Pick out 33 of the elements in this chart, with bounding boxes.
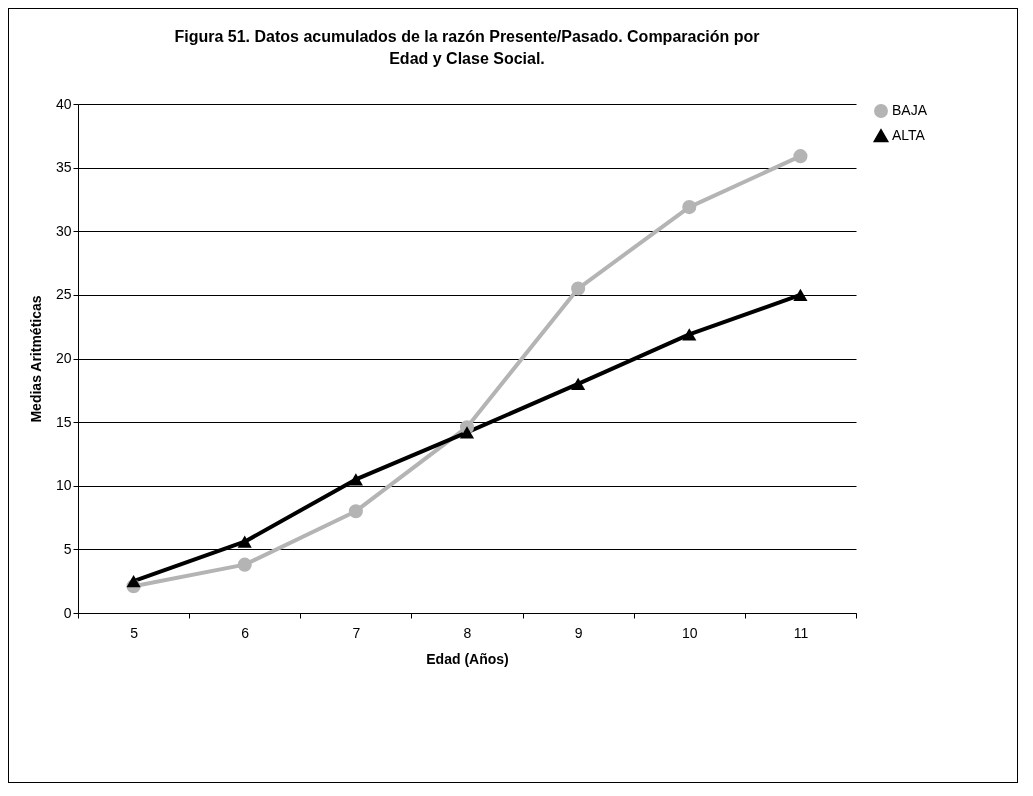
legend-label: BAJA (892, 102, 928, 118)
x-tick-label: 8 (463, 624, 472, 641)
point (793, 288, 808, 301)
y-axis-title: Medias Aritméticas (27, 295, 44, 423)
y-tick-label: 0 (63, 604, 72, 621)
point (348, 473, 363, 486)
point (348, 504, 363, 519)
x-tick-label: 11 (793, 624, 809, 641)
legend-label: ALTA (892, 127, 926, 143)
y-tick-label: 30 (55, 222, 72, 239)
x-tick-label: 6 (241, 624, 250, 641)
x-tick-label: 9 (574, 624, 583, 641)
y-tick-label: 10 (55, 477, 72, 494)
point (459, 426, 475, 439)
y-tick-label: 25 (55, 286, 72, 303)
point (571, 281, 586, 296)
y-tick-label: 35 (55, 159, 72, 176)
y-tick-label: 5 (63, 540, 72, 557)
point (571, 377, 586, 391)
x-axis-title: Edad (Años) (426, 650, 509, 667)
y-tick-label: 20 (55, 350, 72, 366)
point (682, 200, 697, 215)
chart-title: Figura 51. Datos acumulados de la razón Presente/Pasado. Comparación por Edad y Clase Social. (174, 28, 760, 67)
x-tick-label: 5 (130, 624, 139, 641)
x-tick-label: 10 (682, 624, 698, 641)
y-tick-label: 15 (55, 413, 72, 430)
point (237, 557, 252, 572)
y-tick-label: 40 (55, 95, 72, 112)
point (793, 149, 808, 164)
point (682, 328, 697, 341)
point (237, 535, 252, 548)
x-tick-label: 7 (352, 624, 361, 641)
point (126, 575, 141, 588)
